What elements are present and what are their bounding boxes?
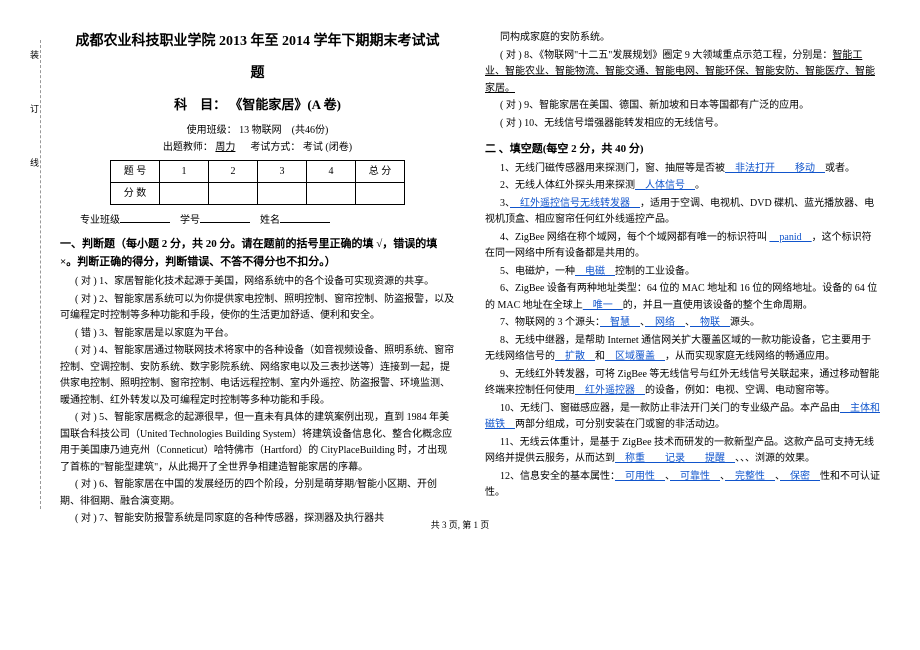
subject-prefix: 科 目： <box>174 97 226 112</box>
right-column: 同构成家庭的安防系统。( 对 ) 8、《物联网"十二五"发展规划》圈定 9 大领… <box>485 30 880 529</box>
cell <box>209 182 258 204</box>
fill-item: 1、无线门磁传感器用来探测门，窗、抽屉等是否被 非法打开 移动 或者。 <box>485 161 880 178</box>
page-footer: 共 3 页, 第 1 页 <box>0 518 920 531</box>
fill-item: 10、无线门、窗磁感应器，是一款防止非法开门关门的专业级产品。本产品由 主体和磁… <box>485 401 880 434</box>
cell: 题 号 <box>111 160 160 182</box>
cell: 总 分 <box>356 160 405 182</box>
cell <box>258 182 307 204</box>
info-class-label: 专业班级 <box>80 215 120 226</box>
table-row: 题 号 1 2 3 4 总 分 <box>111 160 405 182</box>
examtype-value: 考试 (闭卷) <box>303 142 352 153</box>
judge-item: ( 错 ) 3、智能家居是以家庭为平台。 <box>60 326 455 343</box>
class-label: 使用班级： <box>187 125 237 136</box>
judge-item: ( 对 ) 1、家居智能化技术起源于美国，网络系统中的各个设备可实现资源的共享。 <box>60 274 455 291</box>
cell <box>160 182 209 204</box>
fill-item: 4、ZigBee 网络在称个域网，每个个域网都有唯一的标识符叫 panid ，这… <box>485 230 880 263</box>
fill-item: 8、无线中继器，是帮助 Internet 通信网关扩大覆盖区域的一款功能设备，它… <box>485 333 880 366</box>
teacher-label: 出题教师： <box>163 142 213 153</box>
fill-item: 5、电磁炉，一种 电磁 控制的工业设备。 <box>485 264 880 281</box>
judge-item: ( 对 ) 9、智能家居在美国、德国、新加坡和日本等国都有广泛的应用。 <box>485 98 880 115</box>
section2-header: 二 、填空题(每空 2 分，共 40 分) <box>485 140 880 159</box>
cell: 3 <box>258 160 307 182</box>
fill-item: 6、ZigBee 设备有两种地址类型：64 位的 MAC 地址和 16 位的网络… <box>485 281 880 314</box>
fill-item: 3、 红外遥控信号无线转发器 ，适用于空调、电视机、DVD 碟机、蓝光播放器、电… <box>485 196 880 229</box>
judge-item: ( 对 ) 10、无线信号增强器能转发相应的无线信号。 <box>485 116 880 133</box>
fill-item: 12、信息安全的基本属性： 可用性 、 可靠性 、 完整性 、 保密 性和不可认… <box>485 469 880 502</box>
info-name-label: 姓名 <box>260 215 280 226</box>
class-value: 13 物联网 <box>239 125 282 136</box>
section1-right: 同构成家庭的安防系统。( 对 ) 8、《物联网"十二五"发展规划》圈定 9 大领… <box>485 30 880 132</box>
blank <box>200 211 250 223</box>
meta-row-1: 使用班级： 13 物联网 (共46份) <box>60 122 455 139</box>
page: 装 订 线 成都农业科技职业学院 2013 年至 2014 学年下期期末考试试 … <box>0 0 920 539</box>
subject-line: 科 目： 《智能家居》(A 卷) <box>60 94 455 116</box>
cell <box>307 182 356 204</box>
info-id-label: 学号 <box>180 215 200 226</box>
table-row: 分 数 <box>111 182 405 204</box>
blank <box>120 211 170 223</box>
judge-item: 同构成家庭的安防系统。 <box>485 30 880 47</box>
blank <box>280 211 330 223</box>
fill-item: 9、无线红外转发器，可将 ZigBee 等无线信号与红外无线信号关联起来，通过移… <box>485 367 880 400</box>
student-info: 专业班级 学号 姓名 <box>60 211 455 229</box>
judge-item: ( 对 ) 5、智能家居概念的起源很早，但一直未有具体的建筑案例出现，直到 19… <box>60 410 455 476</box>
score-table: 题 号 1 2 3 4 总 分 分 数 <box>110 160 405 205</box>
teacher-value: 周力 <box>215 142 235 153</box>
cell: 分 数 <box>111 182 160 204</box>
judge-item: ( 对 ) 8、《物联网"十二五"发展规划》圈定 9 大领域重点示范工程，分别是… <box>485 48 880 98</box>
judge-item: ( 对 ) 4、智能家居通过物联网技术将家中的各种设备（如音视频设备、照明系统、… <box>60 343 455 409</box>
left-column: 成都农业科技职业学院 2013 年至 2014 学年下期期末考试试 题 科 目：… <box>50 30 455 529</box>
judge-item: ( 对 ) 6、智能家居在中国的发展经历的四个阶段，分别是萌芽期/智能小区期、开… <box>60 477 455 510</box>
section1-header: 一、判断题（每小题 2 分，共 20 分。请在题前的括号里正确的填 √，错误的填… <box>60 235 455 272</box>
cell: 2 <box>209 160 258 182</box>
exam-title-2: 题 <box>60 62 455 86</box>
section1-items: ( 对 ) 1、家居智能化技术起源于美国，网络系统中的各个设备可实现资源的共享。… <box>60 274 455 528</box>
fill-item: 11、无线云体重计，是基于 ZigBee 技术而研发的一款新型产品。这款产品可支… <box>485 435 880 468</box>
cell <box>356 182 405 204</box>
exam-title-1: 成都农业科技职业学院 2013 年至 2014 学年下期期末考试试 <box>60 30 455 54</box>
fill-item: 2、无线人体红外探头用来探测 人体信号 。 <box>485 178 880 195</box>
cell: 1 <box>160 160 209 182</box>
subject-name: 《智能家居》(A 卷) <box>229 97 341 112</box>
section2-items: 1、无线门磁传感器用来探测门，窗、抽屉等是否被 非法打开 移动 或者。2、无线人… <box>485 161 880 502</box>
examtype-label: 考试方式： <box>250 142 300 153</box>
points: (共46份) <box>292 125 329 136</box>
cell: 4 <box>307 160 356 182</box>
judge-item: ( 对 ) 2、智能家居系统可以为你提供家电控制、照明控制、窗帘控制、防盗报警，… <box>60 292 455 325</box>
meta-row-2: 出题教师： 周力 考试方式： 考试 (闭卷) <box>60 139 455 156</box>
binding-line <box>40 40 41 509</box>
fill-item: 7、物联网的 3 个源头： 智慧 、 网络 、 物联 源头。 <box>485 315 880 332</box>
